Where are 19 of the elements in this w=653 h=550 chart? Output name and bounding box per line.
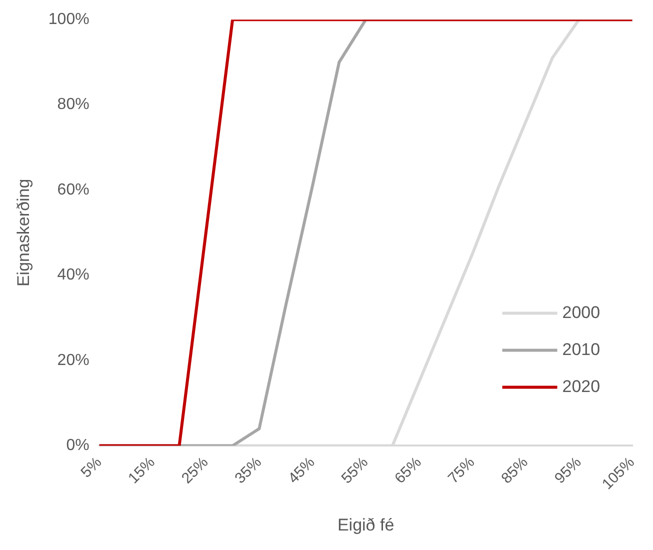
- y-axis-title: Eignaskerðing: [14, 178, 33, 287]
- legend-label: 2020: [562, 376, 600, 396]
- legend-label: 2000: [562, 302, 600, 322]
- x-tick-label: 85%: [498, 454, 532, 488]
- y-tick-label: 60%: [57, 181, 90, 198]
- y-tick-label: 0%: [66, 437, 90, 454]
- x-tick-label: 35%: [232, 454, 265, 488]
- x-tick-label: 5%: [78, 454, 106, 482]
- x-tick-label: 45%: [285, 454, 318, 488]
- y-tick-label: 80%: [57, 96, 90, 114]
- y-tick-label: 20%: [57, 352, 90, 369]
- x-tick-label: 95%: [551, 454, 585, 488]
- x-axis-title: Eigið fé: [337, 515, 394, 534]
- x-tick-label: 75%: [444, 454, 478, 488]
- x-tick-label: 55%: [338, 454, 372, 488]
- legend-label: 2010: [562, 340, 600, 359]
- x-tick-label: 65%: [392, 454, 425, 488]
- y-tick-label: 40%: [57, 266, 90, 284]
- y-tick-label: 100%: [48, 11, 90, 28]
